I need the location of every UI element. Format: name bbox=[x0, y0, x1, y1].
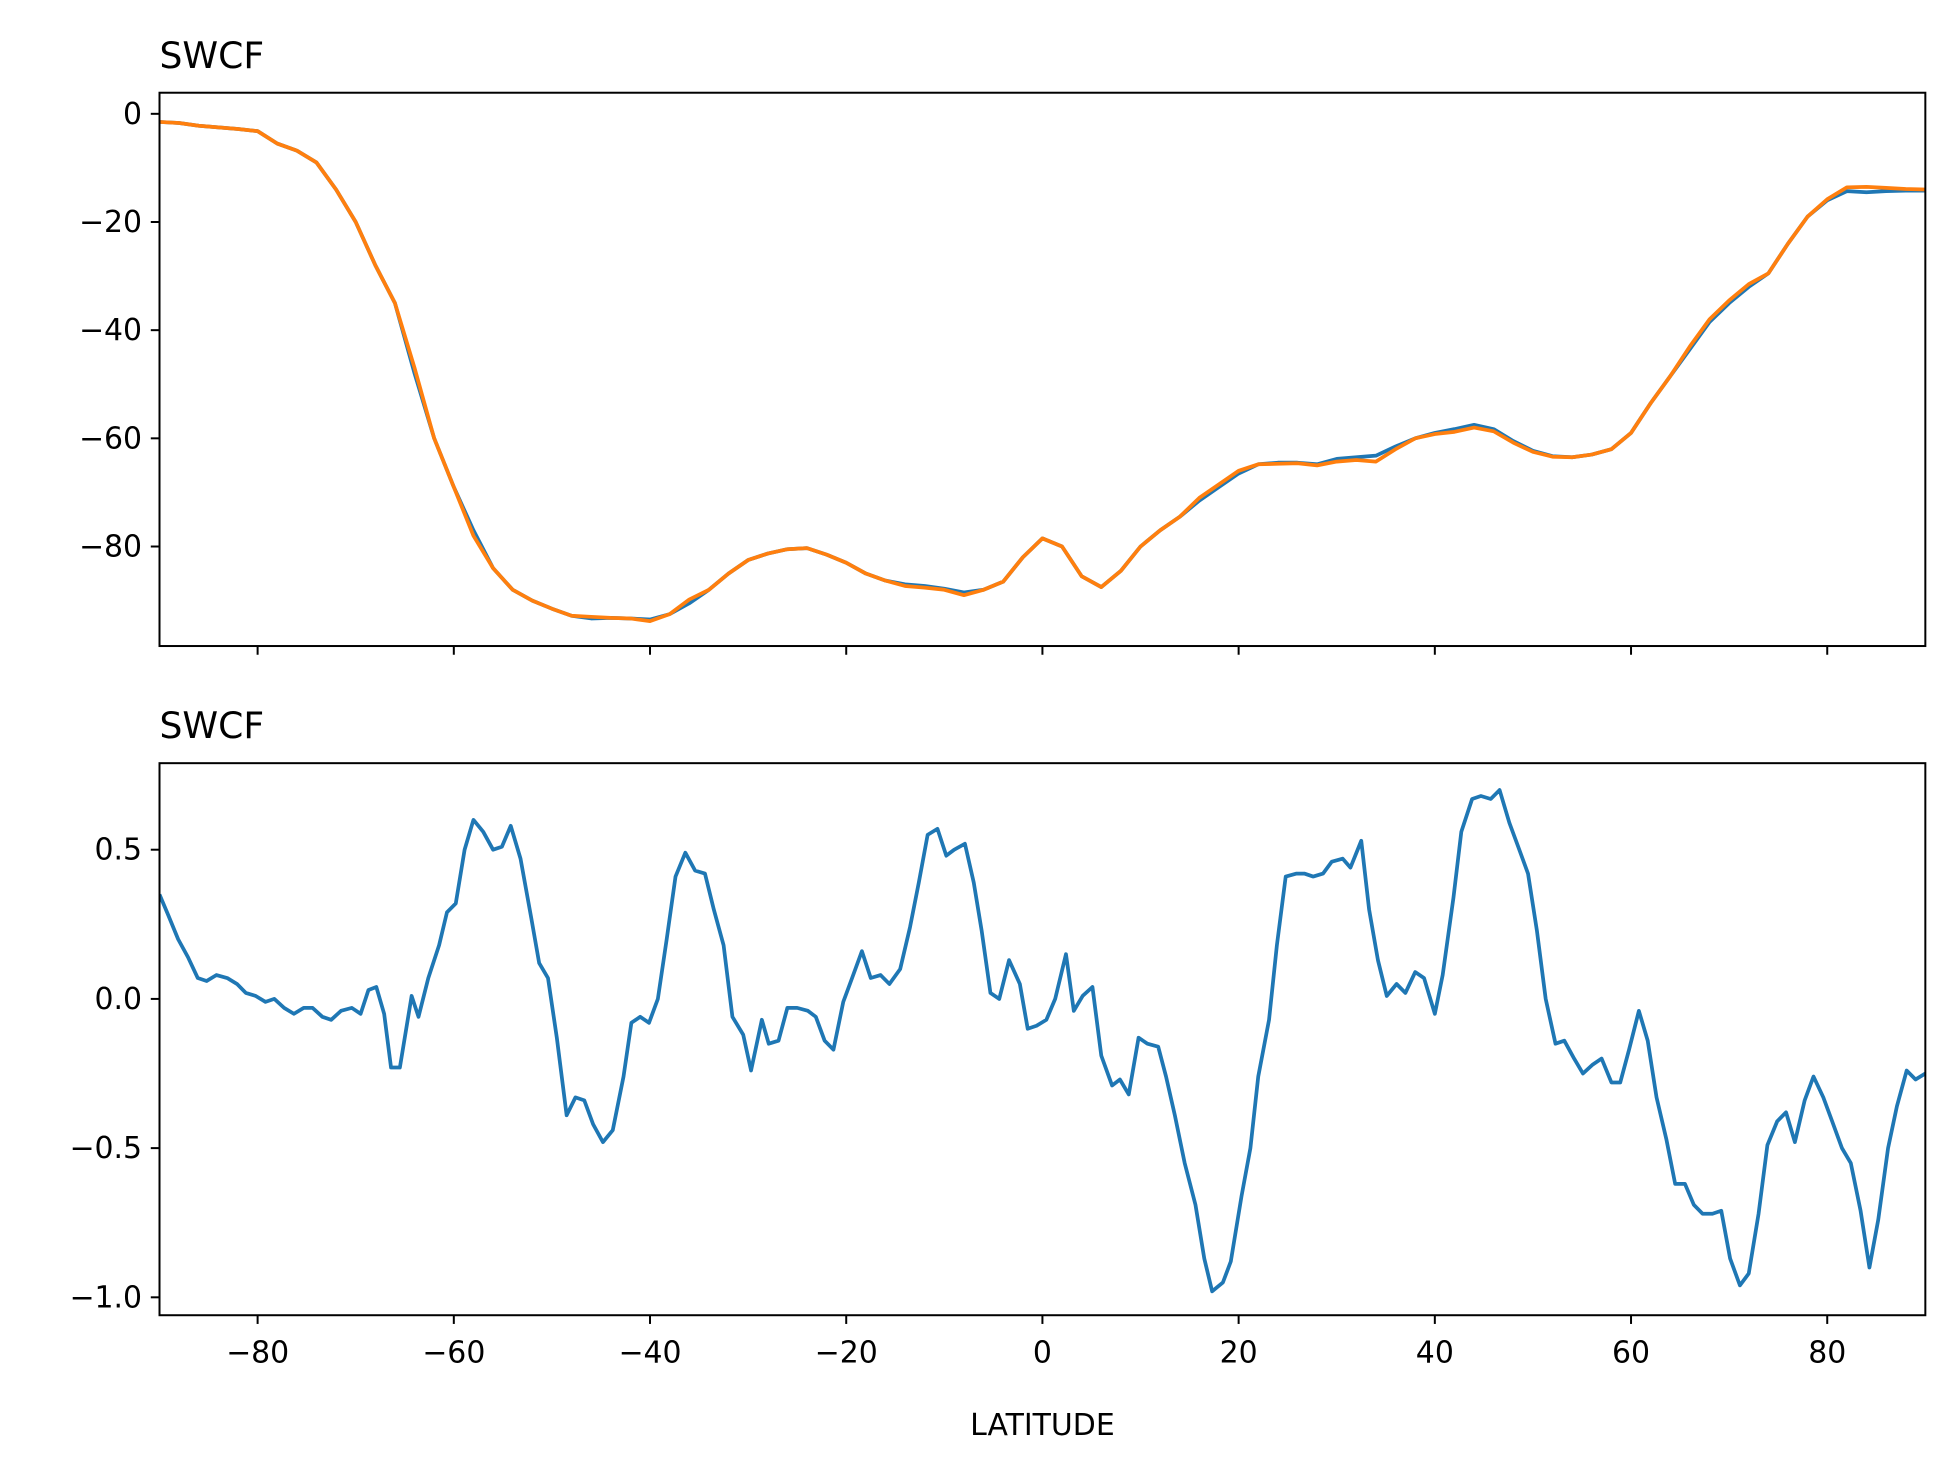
x-tick-label: −60 bbox=[422, 1336, 485, 1371]
y-tick-label: 0 bbox=[123, 97, 142, 132]
y-tick-label: 0.5 bbox=[95, 833, 143, 868]
x-tick-label: −20 bbox=[815, 1336, 878, 1371]
y-tick-label: −1.0 bbox=[69, 1280, 142, 1315]
y-tick-label: 0.0 bbox=[95, 982, 143, 1017]
x-tick-label: 20 bbox=[1220, 1336, 1258, 1371]
y-tick-label: −60 bbox=[79, 421, 142, 456]
y-tick-label: −20 bbox=[79, 205, 142, 240]
chart-title: SWCF bbox=[160, 704, 265, 747]
y-tick-label: −40 bbox=[79, 313, 142, 348]
x-tick-label: 80 bbox=[1808, 1336, 1846, 1371]
x-axis-label: LATITUDE bbox=[970, 1408, 1115, 1443]
data-line bbox=[159, 120, 1926, 624]
x-tick-label: −40 bbox=[618, 1336, 681, 1371]
x-tick-label: −80 bbox=[226, 1336, 289, 1371]
x-tick-label: 40 bbox=[1416, 1336, 1454, 1371]
x-tick-label: 0 bbox=[1033, 1336, 1052, 1371]
data-line bbox=[159, 788, 1926, 1294]
x-tick-label: 60 bbox=[1612, 1336, 1650, 1371]
y-tick-label: −80 bbox=[79, 529, 142, 564]
chart-title: SWCF bbox=[160, 34, 265, 77]
y-tick-label: −0.5 bbox=[69, 1131, 142, 1166]
